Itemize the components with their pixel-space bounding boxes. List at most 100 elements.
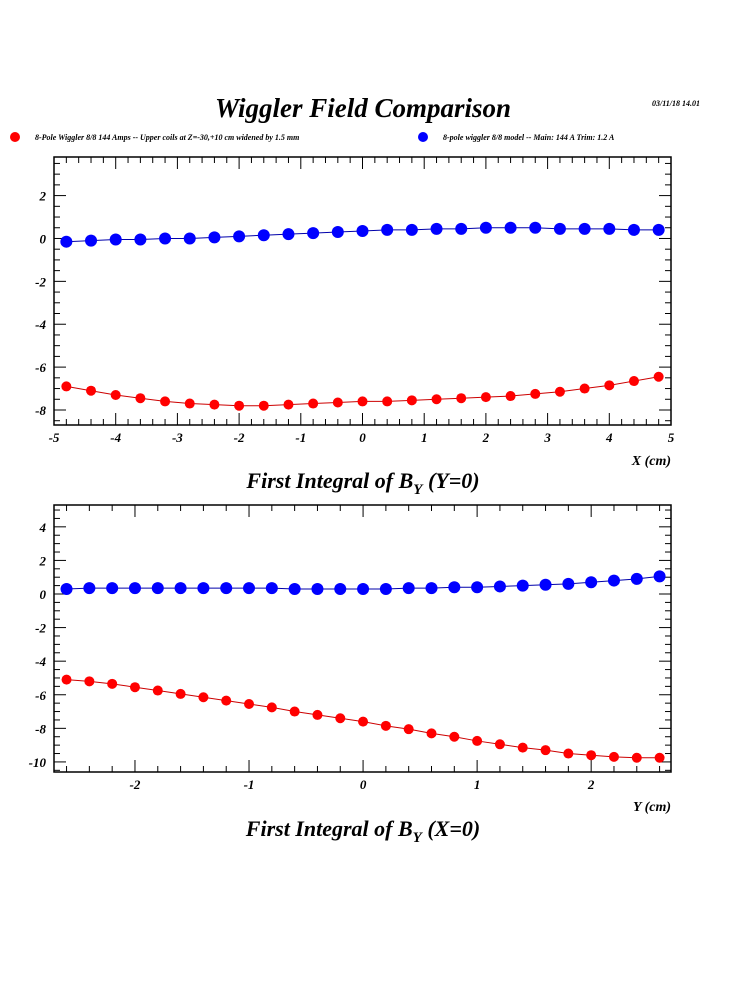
data-point-model: [334, 582, 347, 595]
data-point-measured: [184, 398, 195, 409]
data-point-measured: [289, 706, 300, 717]
legend-marker-red: [10, 132, 20, 142]
x-tick-label: -2: [130, 777, 141, 792]
plot-frame: [53, 156, 672, 426]
data-point-measured: [308, 398, 319, 409]
title-tail: (X=0): [422, 816, 480, 841]
y-tick-label: -8: [35, 403, 46, 418]
data-point-measured: [628, 376, 639, 387]
data-point-model: [243, 582, 256, 595]
data-point-measured: [244, 698, 255, 709]
data-point-measured: [152, 685, 163, 696]
data-point-measured: [160, 396, 171, 407]
data-point-measured: [653, 371, 664, 382]
x-axis-label: Y (cm): [633, 800, 671, 815]
data-point-measured: [403, 724, 414, 735]
data-point-model: [379, 582, 392, 595]
data-point-model: [197, 582, 210, 595]
data-point-measured: [554, 386, 565, 397]
x-tick-label: -5: [49, 430, 60, 445]
data-point-measured: [431, 394, 442, 405]
data-point-measured: [631, 752, 642, 763]
data-point-model: [553, 222, 566, 235]
legend-label-blue: 8-pole wiggler 8/8 model -- Main: 144 A …: [443, 133, 615, 142]
data-point-measured: [283, 399, 294, 410]
data-point-model: [493, 580, 506, 593]
title-subscript: Y: [413, 830, 424, 846]
data-point-model: [455, 222, 468, 235]
data-point-model: [405, 223, 418, 236]
data-point-model: [630, 572, 643, 585]
data-point-measured: [332, 397, 343, 408]
data-point-measured: [530, 388, 541, 399]
data-point-model: [183, 232, 196, 245]
x-tick-label: -4: [110, 430, 121, 445]
data-point-model: [430, 222, 443, 235]
data-point-model: [109, 233, 122, 246]
y-tick-label: 0: [40, 231, 47, 246]
data-point-measured: [84, 676, 95, 687]
data-point-model: [220, 582, 233, 595]
y-tick-label: -6: [35, 360, 46, 375]
data-point-model: [83, 582, 96, 595]
plot-1: -5 -4 -3 -2 -1 0 1 2 3 4 5 2 0 -2 -4 -6 -8 X (cm) First In…: [35, 156, 675, 498]
data-point-measured: [608, 751, 619, 762]
data-point-model: [307, 227, 320, 240]
data-point-measured: [654, 752, 665, 763]
legend-label-red: 8-Pole Wiggler 8/8 144 Amps -- Upper coi…: [35, 133, 299, 142]
data-point-model: [425, 582, 438, 595]
data-point-measured: [107, 678, 118, 689]
x-tick-label: 0: [359, 430, 366, 445]
data-point-model: [562, 577, 575, 590]
data-point-measured: [426, 728, 437, 739]
data-point-model: [653, 570, 666, 583]
y-tick-label: 2: [39, 189, 47, 204]
data-point-measured: [135, 393, 146, 404]
data-point-model: [607, 574, 620, 587]
x-axis-label: X (cm): [631, 454, 671, 469]
data-point-model: [174, 582, 187, 595]
data-point-model: [331, 226, 344, 239]
data-point-model: [257, 229, 270, 242]
data-point-measured: [382, 396, 393, 407]
x-tick-label: 4: [605, 430, 613, 445]
data-point-measured: [312, 709, 323, 720]
data-point-model: [603, 222, 616, 235]
data-point-measured: [517, 742, 528, 753]
data-point-measured: [86, 385, 97, 396]
data-point-measured: [604, 380, 615, 391]
data-point-model: [357, 582, 370, 595]
data-point-measured: [129, 682, 140, 693]
data-point-measured: [540, 745, 551, 756]
data-point-model: [652, 223, 665, 236]
y-tick-label: -4: [35, 654, 46, 669]
timestamp: 03/11/18 14.01: [652, 99, 700, 108]
x-tick-label: 0: [360, 777, 367, 792]
x-tick-label: 3: [543, 430, 551, 445]
y-tick-label: -10: [29, 755, 47, 770]
data-point-measured: [480, 392, 491, 403]
title-subscript: Y: [413, 482, 424, 498]
data-point-model: [311, 582, 324, 595]
y-tick-label: -4: [35, 317, 46, 332]
data-point-measured: [258, 400, 269, 411]
title-tail: (Y=0): [422, 468, 479, 493]
data-point-measured: [110, 389, 121, 400]
data-point-measured: [358, 716, 369, 727]
title-main: First Integral of B: [245, 468, 413, 493]
data-point-measured: [505, 391, 516, 402]
y-tick-label: -8: [35, 721, 46, 736]
data-point-model: [585, 576, 598, 589]
y-tick-label: 2: [39, 553, 47, 568]
data-point-model: [448, 581, 461, 594]
data-point-model: [539, 578, 552, 591]
x-tick-label: 2: [482, 430, 490, 445]
data-point-measured: [335, 713, 346, 724]
x-tick-label: 5: [668, 430, 675, 445]
data-point-model: [578, 222, 591, 235]
data-point-measured: [221, 695, 232, 706]
data-point-model: [529, 221, 542, 234]
data-point-model: [471, 581, 484, 594]
